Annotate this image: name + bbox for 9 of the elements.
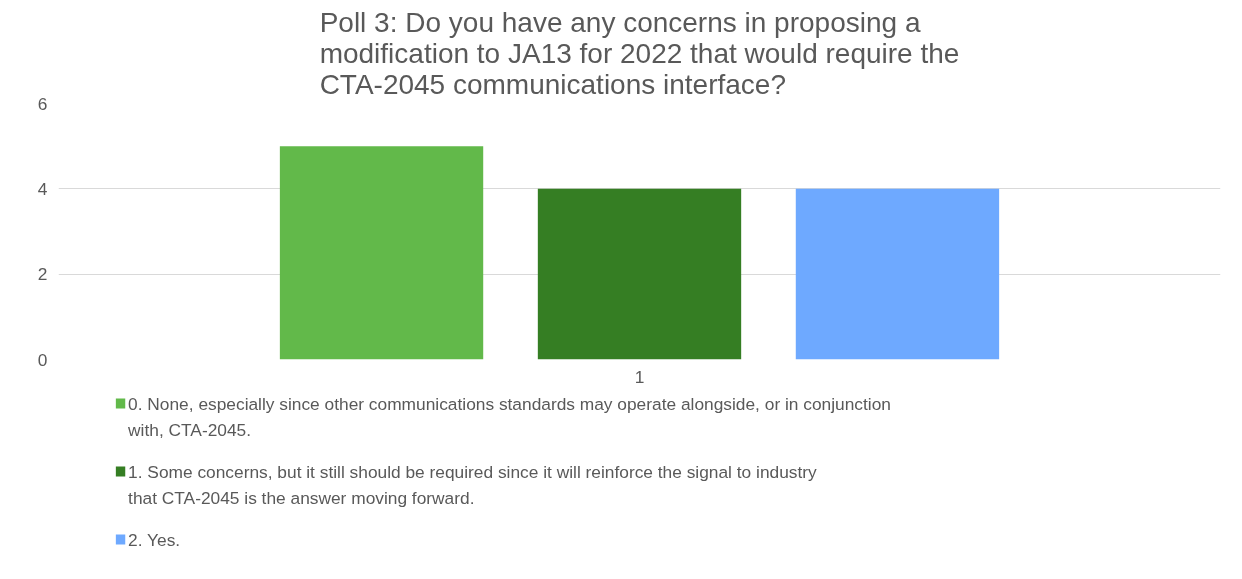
legend-label: 2. Yes. [128, 529, 181, 550]
y-tick-label: 6 [37, 93, 48, 114]
chart-title: Poll 3: Do you have any concerns in proposing a modification to JA13 for 2022 that would require the CTA-2045 communications interface? [319, 6, 960, 100]
x-tick-label: 1 [634, 366, 645, 387]
legend-label: 0. None, especially since other communications standards may operate alongside, or in conjunction with, CTA-2045. [127, 393, 891, 440]
y-tick-label: 2 [37, 264, 48, 285]
legend-label: 1. Some concerns, but it still should be required since it will reinforce the signal to industry that CTA-2045 is the answer moving forward. [128, 461, 818, 508]
y-tick-label: 0 [37, 349, 48, 370]
y-tick-label: 4 [37, 178, 48, 199]
